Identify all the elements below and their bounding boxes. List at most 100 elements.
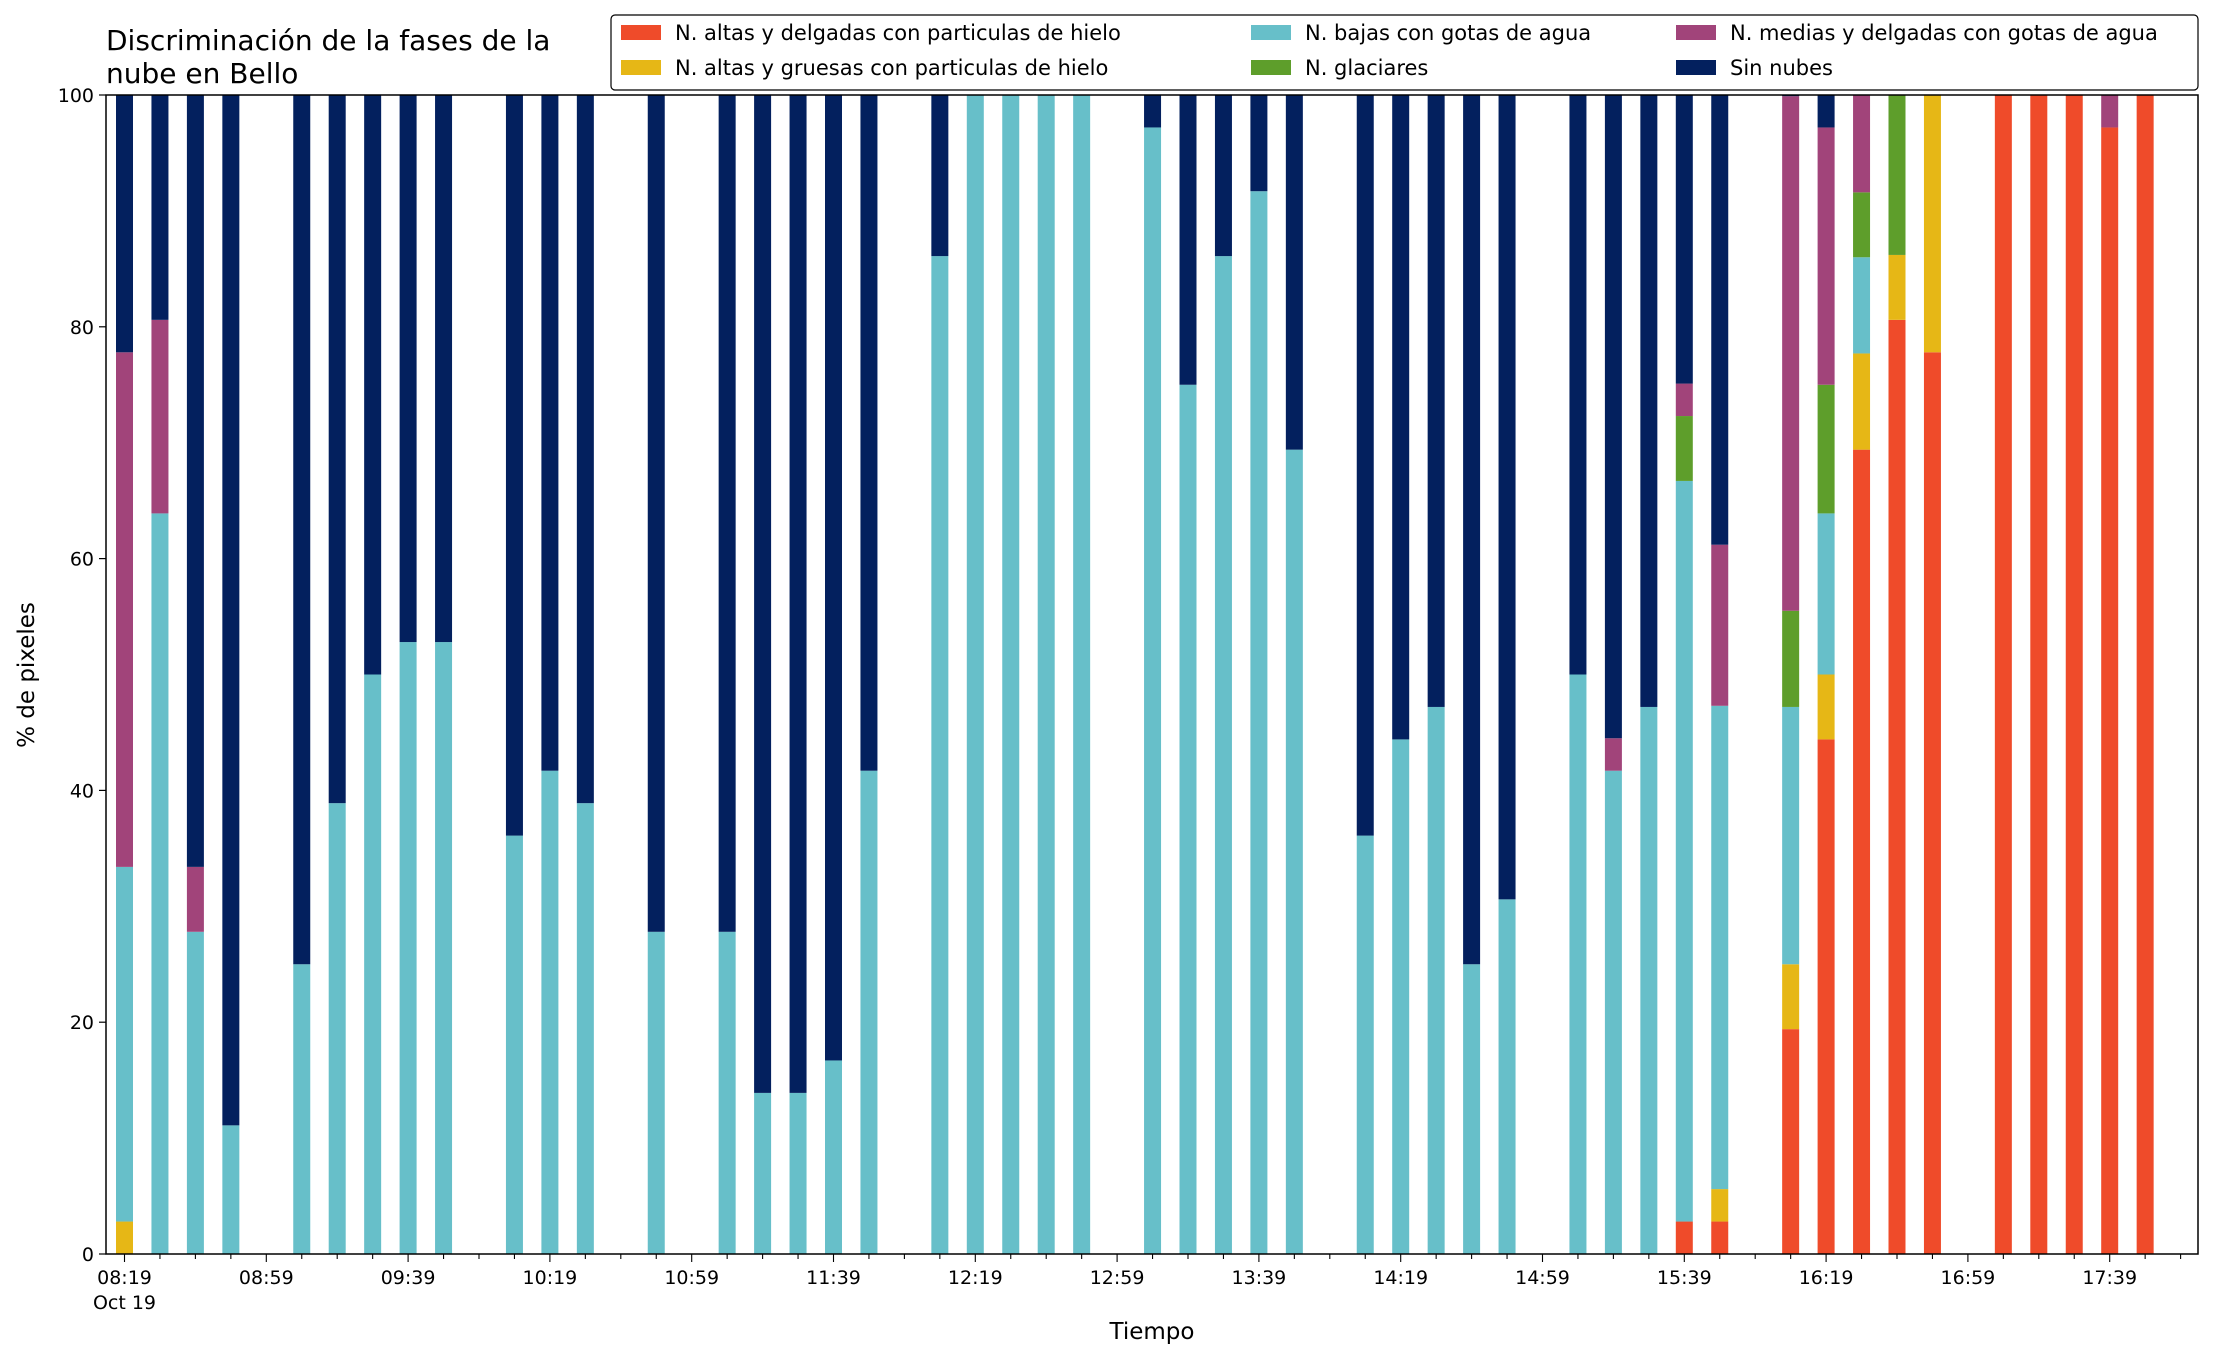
bar-segment: [1711, 1189, 1729, 1222]
bar-segment: [1285, 449, 1303, 1254]
bar-segment: [328, 803, 346, 1254]
bar-segment: [1711, 1221, 1729, 1254]
bar-segment: [825, 1060, 842, 1254]
bar-segment: [1356, 835, 1374, 1254]
chart-title: Discriminación de la fases de la nube en…: [106, 24, 550, 90]
bar-segment: [647, 931, 665, 1254]
bar-segment: [1817, 384, 1835, 514]
bar-segment: [1463, 95, 1481, 965]
bar-segment: [1675, 1221, 1693, 1254]
bar-segment: [1392, 739, 1410, 1254]
x-tick-label: 13:39: [1232, 1267, 1287, 1289]
bar-segment: [1782, 964, 1800, 1030]
bar-segment: [116, 866, 133, 1222]
chart-title-line-1: Discriminación de la fases de la: [106, 24, 550, 57]
bar-segment: [505, 95, 523, 836]
x-tick-label: 10:19: [523, 1267, 578, 1289]
bar-segment: [860, 770, 878, 1254]
x-tick-label: 12:19: [948, 1267, 1003, 1289]
bar-segment: [789, 95, 807, 1093]
x-tick-label: 17:39: [2082, 1267, 2137, 1289]
bar-segment: [2101, 95, 2119, 128]
bar-segment: [1604, 738, 1622, 771]
bar-segment: [1356, 95, 1374, 836]
bar-segment: [718, 95, 736, 932]
legend-box: [610, 14, 2199, 91]
bar-segment: [1675, 95, 1693, 384]
bar-segment: [1817, 95, 1835, 128]
y-tick-label: 40: [70, 780, 94, 802]
y-tick-label: 60: [70, 549, 94, 571]
y-axis: 0 20 40 60 80 100: [58, 85, 106, 1266]
legend-label: N. medias y delgadas con gotas de agua: [1730, 21, 2158, 45]
bar-segment: [186, 931, 204, 1254]
x-tick-label: 12:59: [1090, 1267, 1145, 1289]
bar-segment: [1711, 705, 1729, 1190]
bar-segment: [1782, 610, 1800, 707]
bar-segment: [1711, 544, 1729, 706]
bar-segment: [1782, 706, 1800, 965]
bar-segment: [1853, 95, 1871, 193]
x-tick-label: 09:39: [381, 1267, 436, 1289]
bar-segment: [754, 95, 772, 1093]
y-tick-label: 20: [70, 1012, 94, 1034]
bar-segment: [1604, 770, 1622, 1254]
bar-segment: [222, 1125, 240, 1254]
bar-segment: [116, 95, 133, 353]
bar-segment: [1569, 674, 1587, 1254]
x-tick-label: 14:59: [1515, 1267, 1570, 1289]
legend-label: N. glaciares: [1305, 56, 1428, 80]
legend-label: N. bajas con gotas de agua: [1305, 21, 1591, 45]
bar-segment: [931, 95, 949, 257]
x-axis: 08:19 08:59 09:39 10:19 10:59 11:39 12:19 12:59…: [93, 1254, 2182, 1314]
bar-segment: [860, 95, 878, 771]
bar-segment: [1002, 95, 1020, 1254]
bar-segment: [399, 642, 417, 1254]
y-tick-label: 100: [58, 85, 94, 107]
x-tick-label: 08:59: [239, 1267, 294, 1289]
bar-segment: [931, 256, 949, 1255]
bar-segment: [1214, 95, 1232, 257]
bar-segment: [789, 1092, 807, 1254]
bar-segment: [2030, 95, 2048, 1254]
bar-segment: [1782, 1029, 1800, 1254]
bar-segment: [293, 95, 311, 965]
bar-segment: [2065, 95, 2083, 1254]
bar-segment: [1817, 674, 1835, 740]
bar-segment: [1817, 513, 1835, 675]
bar-segment: [541, 770, 559, 1254]
x-tick-label: 16:19: [1799, 1267, 1854, 1289]
bar-segment: [1782, 96, 1800, 611]
bar-segment: [1463, 964, 1481, 1254]
x-tick-date-label: Oct 19: [93, 1292, 156, 1314]
bar-segment: [151, 513, 169, 1254]
bar-segment: [647, 95, 665, 932]
bar-segment: [541, 95, 559, 771]
bar-segment: [1923, 95, 1941, 353]
bar-segment: [1498, 899, 1516, 1254]
y-axis-title: % de pixeles: [14, 602, 40, 748]
legend-label: N. altas y gruesas con particulas de hie…: [675, 56, 1108, 80]
bar-segment: [1179, 384, 1197, 1254]
bar-segment: [1392, 95, 1410, 740]
bar-segment: [2101, 127, 2119, 1255]
legend-swatch: [1676, 25, 1716, 40]
bar-segment: [1640, 95, 1658, 707]
bar-segment: [1675, 416, 1693, 481]
bar-segment: [222, 95, 240, 1126]
bar-segment: [1073, 95, 1091, 1254]
bar-segment: [1498, 95, 1516, 900]
bar-segment: [1250, 95, 1268, 192]
legend-label: N. altas y delgadas con particulas de hi…: [675, 21, 1121, 45]
bar-segment: [435, 642, 453, 1254]
bar-segment: [1675, 480, 1693, 1222]
legend-swatch: [621, 60, 661, 75]
bar-segment: [116, 1221, 133, 1254]
legend-swatch: [1251, 25, 1291, 40]
bar-segment: [1994, 95, 2012, 1254]
y-tick-label: 0: [82, 1244, 94, 1266]
bar-segment: [1817, 127, 1835, 385]
x-tick-label: 08:19: [97, 1267, 152, 1289]
y-tick-label: 80: [70, 317, 94, 339]
